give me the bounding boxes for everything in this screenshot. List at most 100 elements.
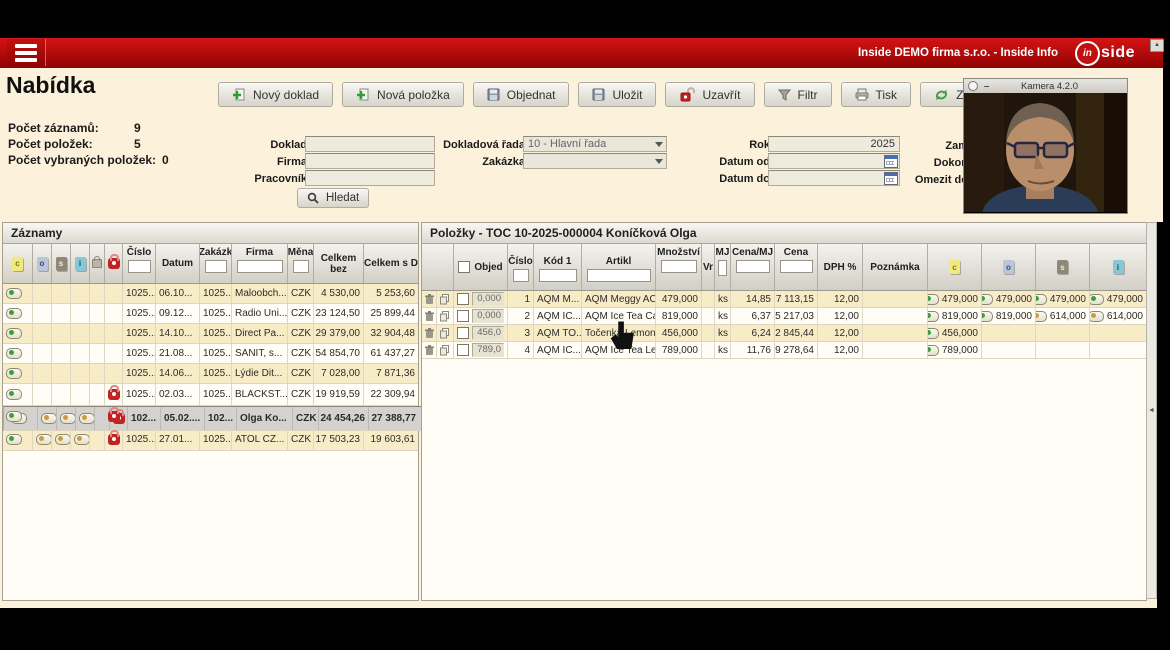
dokladova-rada-select[interactable]: 10 - Hlavní řada — [523, 136, 667, 152]
order-checkbox[interactable] — [457, 344, 469, 356]
new-item-button[interactable]: Nová položka — [342, 82, 464, 107]
mj-filter-input[interactable] — [718, 260, 727, 276]
status-toggle-icon[interactable] — [928, 293, 939, 305]
doklad-label: Doklad — [270, 139, 307, 151]
delete-icon[interactable] — [424, 327, 434, 339]
record-row[interactable]: 1025... 06.10... 1025... Maloobch... CZK 4 … — [3, 284, 418, 304]
status-toggle-icon[interactable] — [928, 327, 939, 339]
cislo-filter-input[interactable] — [512, 268, 529, 282]
record-row[interactable]: 1025... 02.03... 1025... BLACKST... CZK 19 … — [3, 384, 418, 406]
status-toggle-icon[interactable] — [1090, 310, 1104, 322]
closed-document-icon[interactable] — [107, 254, 120, 269]
tag-s-icon[interactable]: s — [55, 256, 67, 271]
pracovnik-input[interactable] — [305, 170, 435, 186]
status-toggle-icon[interactable] — [1036, 310, 1047, 322]
order-checkbox[interactable] — [457, 310, 469, 322]
zakazka-select[interactable] — [523, 153, 667, 169]
rok-input[interactable] — [768, 136, 900, 152]
firma-input[interactable] — [305, 153, 435, 169]
status-toggle-icon[interactable] — [6, 411, 22, 422]
status-toggle-icon[interactable] — [982, 293, 993, 305]
status-toggle-icon[interactable] — [982, 310, 993, 322]
save-button[interactable]: Uložit — [578, 82, 657, 107]
tag-i-icon[interactable]: i — [1112, 260, 1124, 274]
delete-icon[interactable] — [424, 293, 434, 305]
scrollbar-up-arrow[interactable]: ▲ — [1150, 39, 1164, 52]
tag-c-icon[interactable]: c — [949, 260, 960, 274]
delete-icon[interactable] — [424, 310, 434, 322]
status-toggle-icon[interactable] — [6, 433, 22, 445]
copy-icon[interactable] — [440, 293, 450, 305]
status-toggle-icon[interactable] — [41, 413, 56, 424]
record-row[interactable]: 1025... 21.08... 1025... SANIT, s... CZK 54… — [3, 344, 418, 364]
camera-window-icon[interactable] — [968, 81, 978, 91]
copy-icon[interactable] — [440, 310, 450, 322]
lock-icon[interactable] — [92, 256, 102, 268]
panel-collapse-handle[interactable]: ◄ — [1146, 222, 1157, 599]
tag-o-icon[interactable]: o — [1003, 260, 1014, 274]
firma-filter-input[interactable] — [236, 260, 283, 273]
cena-filter-input[interactable] — [779, 260, 813, 273]
zakazka-filter-input[interactable] — [204, 260, 227, 273]
camera-window: – Kamera 4.2.0 — [963, 78, 1128, 245]
status-toggle-icon[interactable] — [79, 413, 94, 424]
ordered-qty: 456,0 — [472, 326, 504, 340]
delete-icon[interactable] — [424, 344, 434, 356]
camera-minimize-button[interactable]: – — [984, 80, 990, 92]
mnozstvi-filter-input[interactable] — [660, 260, 697, 273]
order-button[interactable]: Objednat — [472, 82, 570, 107]
filter-funnel-icon — [777, 89, 791, 101]
status-toggle-icon[interactable] — [74, 433, 89, 445]
status-toggle-icon[interactable] — [928, 310, 939, 322]
print-button[interactable]: Tisk — [840, 82, 912, 107]
records-panel-title: Záznamy — [3, 223, 418, 244]
record-row[interactable]: 1025... 09.12... 1025... Radio Uni... CZK 2… — [3, 304, 418, 324]
copy-icon[interactable] — [440, 344, 450, 356]
record-row-selected[interactable]: 102... 05.02.... 102... Olga Ko... CZK 24 4… — [3, 406, 436, 431]
item-row[interactable]: 0,000 1 AQM M... AQM Meggy ACE 479,000 k… — [422, 291, 1146, 308]
record-row[interactable]: 1025... 14.10... 1025... Direct Pa... CZK 2… — [3, 324, 418, 344]
datum-do-label: Datum do — [719, 173, 770, 185]
datum-do-input[interactable] — [768, 170, 900, 186]
close-document-button[interactable]: Uzavřít — [665, 82, 755, 107]
calendar-icon[interactable] — [884, 155, 898, 168]
tag-c-icon[interactable]: c — [12, 256, 23, 271]
status-toggle-icon[interactable] — [6, 348, 22, 359]
item-row[interactable]: 789,0 4 AQM IC... AQM Ice Tea Len 789,00… — [422, 342, 1146, 359]
status-toggle-icon[interactable] — [6, 389, 22, 400]
kod-filter-input[interactable] — [538, 268, 577, 282]
mena-filter-input[interactable] — [292, 260, 309, 273]
tag-o-icon[interactable]: o — [36, 256, 48, 271]
status-toggle-icon[interactable] — [928, 344, 939, 356]
search-button[interactable]: Hledat — [297, 188, 370, 208]
status-toggle-icon[interactable] — [55, 433, 70, 445]
status-toggle-icon[interactable] — [1090, 293, 1104, 305]
cislo-filter-input[interactable] — [127, 260, 151, 273]
status-toggle-icon[interactable] — [6, 328, 22, 339]
datum-od-input[interactable] — [768, 153, 900, 169]
order-all-checkbox[interactable] — [458, 261, 471, 273]
inside-logo: in side — [1074, 40, 1135, 66]
status-toggle-icon[interactable] — [6, 368, 22, 379]
item-row[interactable]: 456,0 3 AQM TO... Točenka Lemon ( 456,00… — [422, 325, 1146, 342]
copy-icon[interactable] — [440, 327, 450, 339]
status-toggle-icon[interactable] — [60, 413, 75, 424]
tag-s-icon[interactable]: s — [1057, 260, 1068, 274]
artikl-filter-input[interactable] — [586, 268, 651, 282]
record-row[interactable]: 1025... 27.01... 1025... ATOL CZ... CZK 17 … — [3, 428, 418, 451]
doklad-input[interactable] — [305, 136, 435, 152]
new-document-button[interactable]: Nový doklad — [218, 82, 334, 107]
tag-i-icon[interactable]: i — [74, 256, 86, 271]
status-toggle-icon[interactable] — [6, 288, 22, 299]
order-checkbox[interactable] — [457, 293, 469, 305]
calendar-icon[interactable] — [884, 172, 898, 185]
status-toggle-icon[interactable] — [6, 308, 22, 319]
record-row[interactable]: 1025... 14.06... 1025... Lýdie Dit... CZK 7… — [3, 364, 418, 384]
order-checkbox[interactable] — [457, 327, 469, 339]
item-row[interactable]: 0,000 2 AQM IC... AQM Ice Tea Cac 819,00… — [422, 308, 1146, 325]
hamburger-menu-button[interactable] — [7, 39, 46, 66]
status-toggle-icon[interactable] — [1036, 293, 1047, 305]
filter-button[interactable]: Filtr — [763, 82, 832, 107]
status-toggle-icon[interactable] — [36, 433, 51, 445]
cena-mj-filter-input[interactable] — [735, 260, 770, 273]
